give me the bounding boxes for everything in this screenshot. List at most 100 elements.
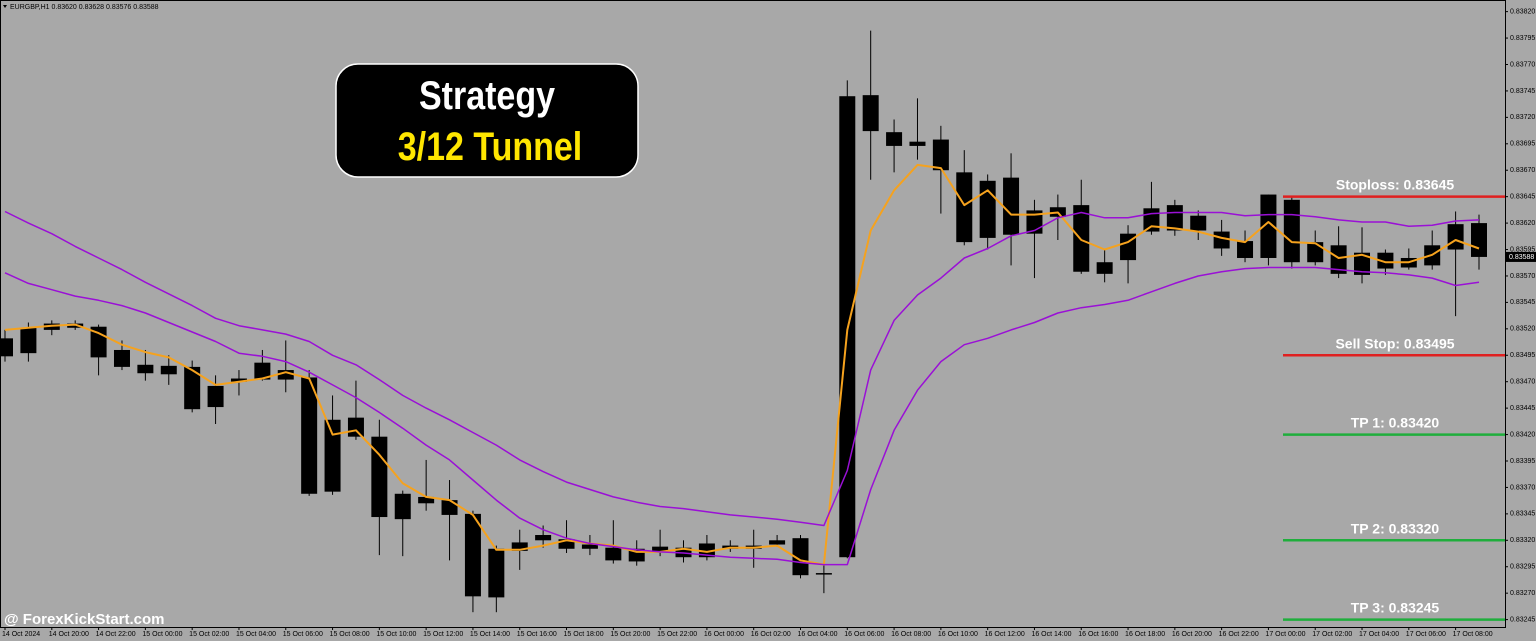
x-tick-label: 15 Oct 22:00 (657, 631, 697, 638)
candle-body (1447, 224, 1464, 250)
x-tick-label: 16 Oct 18:00 (1125, 631, 1165, 638)
candle-body (137, 364, 154, 374)
x-tick-label: 16 Oct 12:00 (985, 631, 1025, 638)
y-tick-label: 0.83720 (1510, 114, 1535, 121)
header-arrow (3, 5, 7, 8)
candle-body (909, 141, 926, 146)
x-tick-label: 16 Oct 22:00 (1219, 631, 1259, 638)
candle-body (1283, 199, 1300, 263)
x-tick-label: 15 Oct 16:00 (517, 631, 557, 638)
candle-body (581, 544, 598, 549)
candle-body (230, 378, 247, 382)
x-tick-label: 15 Oct 18:00 (564, 631, 604, 638)
candle-body (488, 548, 505, 598)
candle-body (1471, 223, 1487, 257)
candle-body (511, 542, 528, 551)
candle-body (769, 540, 786, 545)
candle-body (1260, 194, 1277, 258)
y-tick-label: 0.83620 (1510, 220, 1535, 227)
x-tick-label: 17 Oct 04:00 (1359, 631, 1399, 638)
x-tick-label: 15 Oct 12:00 (423, 631, 463, 638)
y-tick-label: 0.83270 (1510, 590, 1535, 597)
y-tick-label: 0.83570 (1510, 273, 1535, 280)
candle-body (932, 139, 949, 171)
candle-body (1166, 205, 1183, 231)
level-label: TP 3: 0.83245 (1351, 600, 1440, 616)
candle-body (371, 436, 388, 518)
y-tick-label: 0.83670 (1510, 167, 1535, 174)
x-tick-label: 15 Oct 00:00 (142, 631, 182, 638)
candle-body (1096, 262, 1113, 274)
candle-body (441, 500, 458, 515)
candle-body (324, 419, 341, 492)
plot-frame (0, 0, 1506, 628)
level-label: Stoploss: 0.83645 (1336, 177, 1454, 193)
candle-body (535, 535, 552, 541)
y-tick-label: 0.83695 (1510, 141, 1535, 148)
y-tick-label: 0.83245 (1510, 616, 1535, 623)
x-tick-label: 14 Oct 20:00 (49, 631, 89, 638)
candle-body (1237, 241, 1254, 258)
candle-body (301, 377, 318, 494)
candle-body (862, 95, 879, 132)
x-tick-label: 15 Oct 04:00 (236, 631, 276, 638)
x-tick-label: 17 Oct 02:00 (1312, 631, 1352, 638)
x-tick-label: 14 Oct 22:00 (96, 631, 136, 638)
y-tick-label: 0.83495 (1510, 352, 1535, 359)
candle-body (1190, 215, 1207, 231)
candle-body (160, 365, 177, 375)
candle-body (886, 132, 903, 146)
x-tick-label: 15 Oct 06:00 (283, 631, 323, 638)
title-box (335, 63, 639, 178)
x-tick-label: 15 Oct 20:00 (610, 631, 650, 638)
level-label: TP 2: 0.83320 (1351, 520, 1440, 536)
x-tick-label: 15 Oct 10:00 (376, 631, 416, 638)
candle-body (0, 338, 13, 357)
candle-body (254, 362, 271, 380)
chart-title: Strategy (419, 72, 555, 117)
x-tick-label: 16 Oct 20:00 (1172, 631, 1212, 638)
y-tick-label: 0.83745 (1510, 88, 1535, 95)
x-tick-label: 17 Oct 08:00 (1453, 631, 1493, 638)
x-tick-label: 16 Oct 02:00 (751, 631, 791, 638)
y-tick-label: 0.83545 (1510, 299, 1535, 306)
candle-body (277, 370, 294, 380)
candle-body (184, 366, 201, 410)
y-tick-label: 0.83770 (1510, 61, 1535, 68)
x-tick-label: 17 Oct 00:00 (1265, 631, 1305, 638)
x-tick-label: 16 Oct 08:00 (891, 631, 931, 638)
indicator-line (4, 266, 1480, 566)
y-tick-label: 0.83820 (1510, 8, 1535, 15)
candle-body (207, 385, 224, 408)
x-tick-label: 14 Oct 2024 (2, 631, 40, 638)
y-tick-label: 0.83645 (1510, 194, 1535, 201)
level-label: Sell Stop: 0.83495 (1335, 335, 1454, 351)
x-tick-label: 16 Oct 06:00 (844, 631, 884, 638)
y-tick-label: 0.83445 (1510, 405, 1535, 412)
candle-body (394, 493, 411, 520)
candle-body (20, 327, 37, 354)
x-tick-label: 15 Oct 02:00 (189, 631, 229, 638)
y-tick-label: 0.83395 (1510, 458, 1535, 465)
x-tick-label: 16 Oct 10:00 (938, 631, 978, 638)
candle-body (605, 547, 622, 561)
y-tick-label: 0.83295 (1510, 564, 1535, 571)
y-tick-label: 0.83795 (1510, 35, 1535, 42)
chart-subtitle: 3/12 Tunnel (398, 123, 582, 168)
x-tick-label: 16 Oct 14:00 (1031, 631, 1071, 638)
candle-body (956, 172, 973, 243)
x-tick-label: 16 Oct 16:00 (1078, 631, 1118, 638)
indicator-line (4, 210, 1480, 527)
candle-body (698, 543, 715, 558)
y-tick-label: 0.83345 (1510, 511, 1535, 518)
candle-body (1003, 177, 1020, 235)
price-tag-label: 0.83588 (1509, 254, 1534, 261)
candle-body (347, 417, 364, 437)
candle-body (815, 573, 832, 575)
price-tag (1506, 251, 1536, 262)
candle-body (652, 546, 669, 552)
candle-body (1377, 252, 1394, 269)
